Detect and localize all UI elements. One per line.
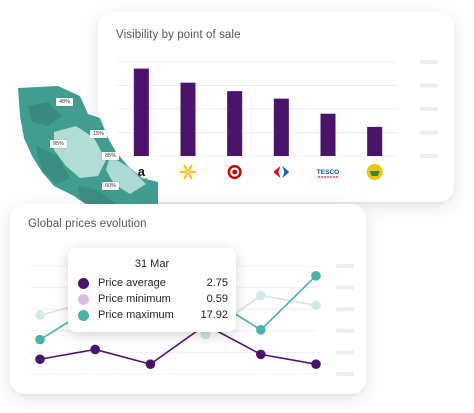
retailer-basket-logo [366, 164, 383, 180]
target-center-icon [232, 169, 238, 175]
map-label: 48% [56, 98, 74, 106]
target-logo [227, 165, 242, 179]
axis-tick-placeholder [336, 350, 354, 355]
axis-tick-placeholder [336, 285, 354, 290]
map-label: 85% [102, 152, 120, 160]
amazon-logo-text: a [138, 164, 146, 179]
walmart-logo [179, 164, 197, 180]
region-map: 48% 15% 95% 85% 60% [18, 86, 158, 214]
tooltip-label: Price maximum [98, 309, 174, 321]
maximum-dot-icon [78, 310, 89, 321]
visibility-bar-chart: a TESCO [118, 60, 438, 182]
point-minimum [256, 290, 266, 301]
bar-walmart [180, 82, 196, 156]
point-maximum [35, 334, 45, 345]
point-minimum [35, 310, 45, 320]
point-average [90, 344, 100, 355]
walmart-spark-icon [187, 172, 193, 180]
region-map-shape [18, 86, 158, 214]
tesco-logo: TESCO [317, 169, 339, 178]
bar-carrefour [273, 98, 289, 156]
point-minimum [200, 329, 211, 340]
carrefour-right-icon [282, 166, 290, 178]
bar-tesco [320, 113, 336, 156]
tooltip-value: 2.75 [206, 277, 228, 289]
walmart-spark-icon [183, 164, 189, 172]
tooltip-value: 0.59 [206, 293, 228, 305]
tooltip-row-maximum: Price maximum 17.92 [78, 309, 228, 323]
axis-tick-placeholder [420, 130, 438, 135]
bar-basket [367, 126, 383, 156]
carrefour-left-icon [273, 166, 281, 178]
bar-target [227, 91, 243, 156]
basket-icon [369, 171, 380, 176]
axis-tick-placeholder [336, 264, 354, 268]
point-average [311, 359, 321, 369]
minimum-dot-icon [78, 294, 89, 305]
series-line-average [39, 323, 317, 366]
axis-tick-placeholder [420, 83, 438, 88]
axis-tick-placeholder [420, 60, 438, 64]
tooltip-row-minimum: Price minimum 0.59 [78, 293, 228, 307]
axis-tick-placeholder [336, 328, 354, 333]
point-average [35, 354, 45, 365]
point-maximum [311, 271, 321, 281]
prices-card-title: Global prices evolution [28, 218, 147, 230]
tesco-logo-text: TESCO [317, 169, 339, 176]
bar-amazon [133, 68, 149, 156]
map-label: 15% [90, 130, 108, 138]
tooltip-label: Price average [98, 277, 166, 289]
map-label: 95% [50, 140, 68, 148]
tooltip-label: Price minimum [98, 293, 171, 305]
tooltip-value: 17.92 [200, 309, 228, 321]
price-tooltip: 31 Mar Price average 2.75 Price minimum … [68, 248, 236, 332]
carrefour-logo [273, 166, 290, 178]
axis-tick-placeholder [420, 154, 438, 158]
tooltip-date: 31 Mar [134, 258, 170, 270]
axis-tick-placeholder [420, 107, 438, 111]
axis-tick-placeholder [336, 372, 354, 376]
point-average [256, 349, 266, 360]
map-label: 60% [102, 182, 120, 190]
tooltip-row-average: Price average 2.75 [78, 277, 228, 291]
walmart-spark-icon [187, 164, 193, 172]
point-minimum [311, 300, 321, 311]
visibility-card-title: Visibility by point of sale [116, 29, 241, 41]
point-maximum [256, 325, 266, 335]
visibility-card: Visibility by point of sale a TESCO [98, 12, 454, 202]
average-dot-icon [78, 278, 89, 289]
walmart-spark-icon [183, 172, 189, 180]
axis-tick-placeholder [336, 307, 354, 312]
point-average [145, 359, 156, 369]
